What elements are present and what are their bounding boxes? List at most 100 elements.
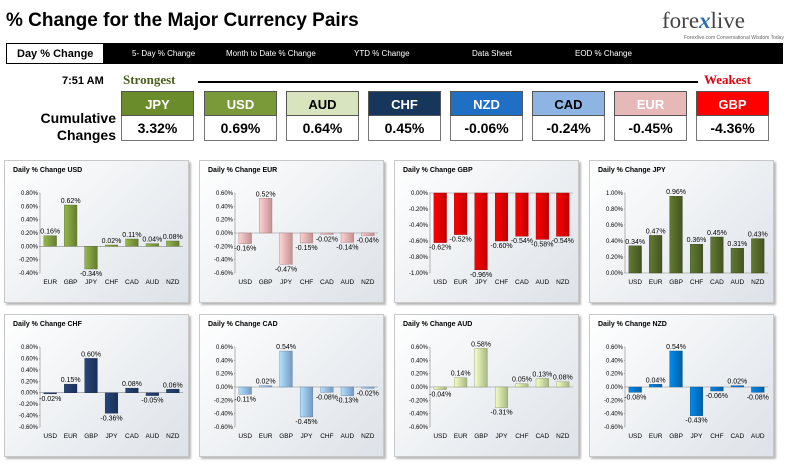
category-label: AUD — [340, 279, 354, 286]
y-tick-label: 0.00% — [21, 391, 39, 397]
currency-box-usd: USD 0.69% — [204, 91, 277, 141]
data-label: -0.43% — [685, 418, 707, 425]
chart-background — [200, 161, 383, 302]
y-tick-label: -0.20% — [214, 398, 234, 404]
y-tick-label: 1.00% — [606, 191, 624, 197]
data-label: 0.45% — [707, 230, 727, 237]
y-tick-label: -0.60% — [214, 425, 234, 431]
y-tick-label: -0.60% — [409, 239, 429, 245]
y-tick-label: -0.40% — [409, 223, 429, 229]
y-tick-label: 0.60% — [411, 345, 429, 351]
nav-tab-5-day-change[interactable]: 5- Day % Change — [132, 49, 196, 58]
bar-cad — [535, 378, 549, 388]
bar-usd — [238, 232, 252, 244]
chart-panel-gbp: Daily % Change GBP -1.00% -0.80% -0.60% -0.4… — [394, 160, 579, 303]
y-tick-label: 0.60% — [606, 345, 624, 351]
data-label: 0.02% — [102, 238, 122, 245]
chart-title: Daily % Change CAD — [208, 321, 278, 328]
data-label: -0.14% — [336, 244, 358, 251]
category-label: GBP — [64, 279, 78, 286]
bar-usd — [238, 386, 252, 395]
category-label: USD — [628, 433, 642, 440]
category-label: JPY — [85, 279, 98, 286]
category-label: CAD — [710, 279, 724, 286]
chart-panel-usd: Daily % Change USD -0.40% -0.20% 0.00% 0.20%… — [4, 160, 189, 303]
currency-box-nzd: NZD -0.06% — [450, 91, 523, 141]
category-label: EUR — [259, 433, 273, 440]
nav-tab-day-change[interactable]: Day % Change — [6, 43, 105, 64]
category-label: CAD — [320, 279, 334, 286]
category-label: USD — [433, 279, 447, 286]
bar-jpy — [84, 246, 98, 270]
bar-cad — [125, 387, 139, 393]
currency-code: CAD — [532, 91, 605, 116]
bar-gbp — [64, 204, 78, 247]
data-label: -0.36% — [100, 415, 122, 422]
y-tick-label: -0.40% — [19, 271, 39, 277]
y-tick-label: 0.60% — [21, 356, 39, 362]
logo-tagline: Forexlive.com Conversational Wisdom Toda… — [684, 35, 784, 41]
y-tick-label: 0.00% — [606, 271, 624, 277]
y-tick-label: -0.60% — [409, 425, 429, 431]
cumulative-changes-label: Cumulative Changes — [40, 110, 116, 143]
forexlive-logo[interactable]: forexlive Forexlive.com Conversational W… — [662, 8, 784, 44]
y-tick-label: -0.40% — [214, 412, 234, 418]
data-label: 0.47% — [646, 228, 666, 235]
bar-chf — [494, 192, 509, 242]
bar-nzd — [556, 192, 570, 237]
y-tick-label: -0.20% — [409, 207, 429, 213]
bar-eur — [43, 235, 57, 247]
y-tick-label: -0.20% — [604, 398, 624, 404]
currency-box-gbp: GBP -4.36% — [696, 91, 769, 141]
data-label: 0.11% — [122, 232, 141, 239]
bar-aud — [340, 386, 354, 396]
chart-title: Daily % Change JPY — [598, 167, 666, 174]
data-label: 0.36% — [687, 237, 707, 244]
bar-aud — [751, 386, 765, 393]
y-tick-label: 0.00% — [411, 385, 429, 391]
data-label: 0.54% — [666, 344, 686, 351]
category-label: EUR — [454, 433, 468, 440]
category-label: AUD — [145, 433, 159, 440]
bar-aud — [145, 243, 159, 247]
bar-jpy — [299, 386, 314, 418]
bar-cad — [730, 385, 744, 388]
logo-text-x: x — [699, 8, 711, 33]
chart-panel-chf: Daily % Change CHF -0.60% -0.40% -0.20% 0.00… — [4, 314, 189, 457]
y-tick-label: 0.20% — [21, 379, 39, 385]
category-label: JPY — [106, 433, 119, 440]
data-label: -0.04% — [357, 238, 379, 245]
category-label: USD — [628, 279, 642, 286]
y-tick-label: 0.20% — [606, 255, 624, 261]
data-label: -0.31% — [490, 410, 512, 417]
data-label: 0.34% — [625, 239, 645, 246]
y-tick-label: -0.60% — [214, 271, 234, 277]
category-label: EUR — [649, 433, 663, 440]
data-label: -0.47% — [275, 266, 297, 273]
nav-tab-data-sheet[interactable]: Data Sheet — [472, 49, 513, 58]
y-tick-label: -0.60% — [19, 425, 39, 431]
data-label: -0.08% — [747, 394, 769, 401]
bar-gbp — [669, 350, 683, 388]
data-label: -0.60% — [490, 243, 512, 250]
nav-tab-eod-change[interactable]: EOD % Change — [575, 49, 632, 58]
data-label: -0.13% — [336, 398, 358, 405]
category-label: NZD — [166, 433, 180, 440]
bar-jpy — [689, 386, 704, 416]
y-tick-label: 0.60% — [216, 345, 234, 351]
nav-tab-month-to-date[interactable]: Month to Date % Change — [226, 49, 316, 58]
category-label: JPY — [301, 433, 314, 440]
category-label: NZD — [751, 279, 765, 286]
nav-tab-ytd-change[interactable]: YTD % Change — [354, 49, 410, 58]
bar-cad — [320, 232, 334, 235]
bar-chart: -0.60% -0.40% -0.20% 0.00% 0.20% 0.40% 0.60% -0… — [409, 341, 573, 440]
category-label: JPY — [691, 433, 704, 440]
category-label: CAD — [515, 279, 529, 286]
currency-code: AUD — [286, 91, 359, 116]
category-label: NZD — [361, 279, 375, 286]
category-label: GBP — [669, 279, 683, 286]
bar-cad — [710, 236, 724, 274]
category-label: GBP — [84, 433, 98, 440]
category-label: GBP — [279, 433, 293, 440]
